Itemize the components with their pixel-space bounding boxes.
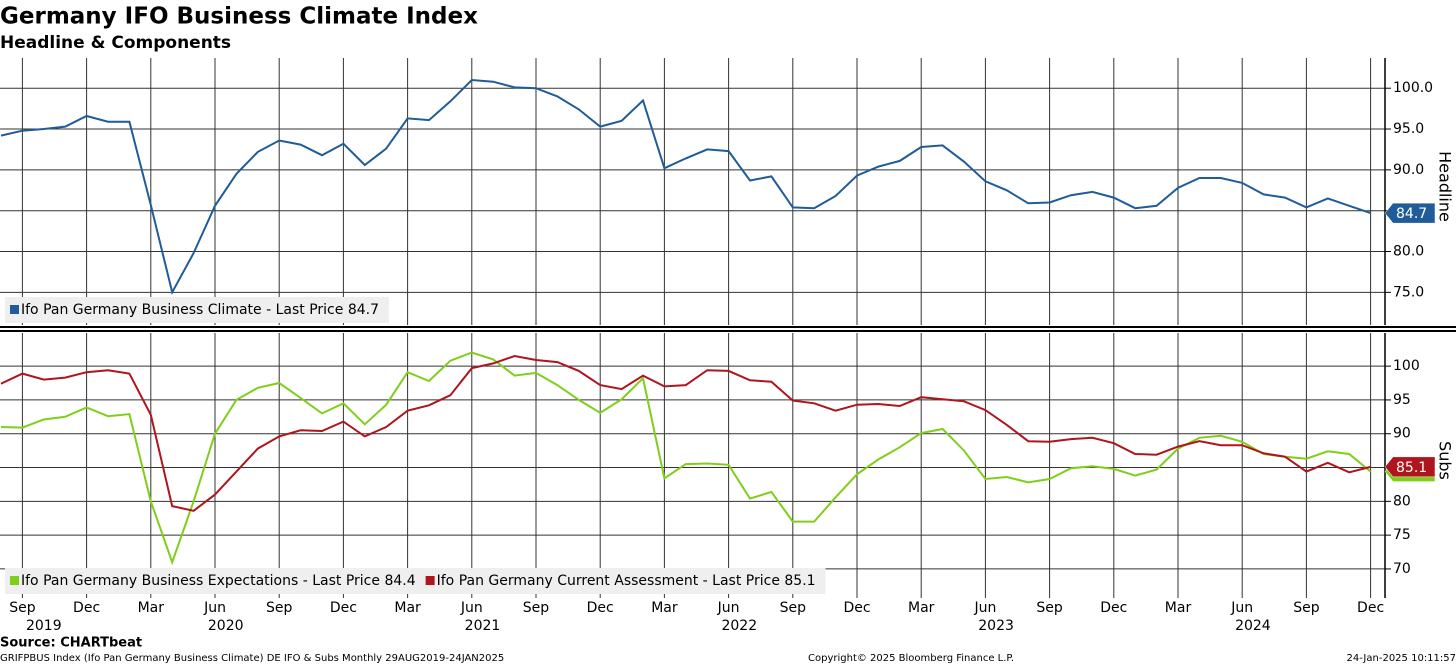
legend-label: Ifo Pan Germany Current Assessment - Las…	[437, 573, 816, 589]
x-tick-label: Dec	[1357, 600, 1384, 616]
y-axis-title: Subs	[1436, 441, 1455, 480]
chart-title: Germany IFO Business Climate Index	[0, 4, 478, 30]
last-price-label: 84.7	[1396, 206, 1427, 222]
footer-index: GRIFPBUS Index (Ifo Pan Germany Business…	[0, 653, 504, 664]
x-tick-label: Sep	[1293, 600, 1320, 616]
last-price-tag	[1384, 202, 1436, 224]
x-tick-label: Sep	[1036, 600, 1063, 616]
copyright: Copyright© 2025 Bloomberg Finance L.P.	[808, 653, 1014, 664]
legend-label: Ifo Pan Germany Business Climate - Last …	[21, 302, 379, 318]
y-tick-label: 90	[1393, 426, 1411, 442]
x-tick-label: Jun	[460, 600, 483, 616]
x-tick-label: Jun	[717, 600, 740, 616]
y-tick-label: 95	[1393, 392, 1411, 408]
x-tick-label: Sep	[266, 600, 293, 616]
x-tick-label: Sep	[780, 600, 807, 616]
x-tick-label: Dec	[330, 600, 357, 616]
y-tick-label: 100	[1393, 358, 1420, 374]
y-tick-label: 80	[1393, 493, 1411, 509]
x-tick-label: Sep	[523, 600, 550, 616]
chart-subtitle: Headline & Components	[0, 33, 231, 53]
legend-box	[5, 568, 826, 594]
last-price-tag	[1384, 456, 1436, 478]
x-tick-label: Jun	[1230, 600, 1253, 616]
x-year-label: 2019	[26, 618, 62, 634]
source: Source: CHARTbeat	[0, 636, 142, 651]
x-tick-label: Dec	[843, 600, 870, 616]
y-tick-label: 80.0	[1393, 244, 1424, 260]
legend-box	[5, 297, 389, 323]
y-axis-title: Headline	[1436, 151, 1455, 222]
last-price-label: 85.1	[1396, 460, 1427, 476]
x-year-label: 2022	[721, 618, 757, 634]
x-tick-label: Mar	[1165, 600, 1192, 616]
x-year-label: 2024	[1235, 618, 1271, 634]
x-tick-label: Mar	[651, 600, 678, 616]
x-year-label: 2020	[208, 618, 244, 634]
series-line	[0, 354, 1371, 512]
x-tick-label: Jun	[973, 600, 996, 616]
series-line	[0, 78, 1371, 296]
legend-swatch	[10, 305, 19, 314]
x-year-label: 2023	[978, 618, 1014, 634]
x-year-label: 2021	[465, 618, 501, 634]
x-tick-label: Dec	[587, 600, 614, 616]
y-tick-label: 75.0	[1393, 284, 1424, 300]
x-tick-label: Mar	[908, 600, 935, 616]
timestamp: 24-Jan-2025 10:11:57	[1347, 653, 1456, 664]
x-tick-label: Sep	[9, 600, 36, 616]
legend-swatch	[10, 576, 19, 585]
y-tick-label: 100.0	[1393, 80, 1433, 96]
legend-label: Ifo Pan Germany Business Expectations - …	[21, 573, 416, 589]
y-tick-label: 75	[1393, 527, 1411, 543]
x-tick-label: Dec	[1100, 600, 1127, 616]
y-tick-label: 70	[1393, 561, 1411, 577]
legend-swatch	[425, 576, 435, 585]
series-line	[0, 351, 1372, 566]
x-tick-label: Mar	[138, 600, 165, 616]
x-tick-label: Dec	[73, 600, 100, 616]
x-tick-label: Mar	[394, 600, 421, 616]
y-tick-label: 90.0	[1393, 162, 1424, 178]
x-tick-label: Jun	[203, 600, 226, 616]
y-tick-label: 95.0	[1393, 121, 1424, 137]
